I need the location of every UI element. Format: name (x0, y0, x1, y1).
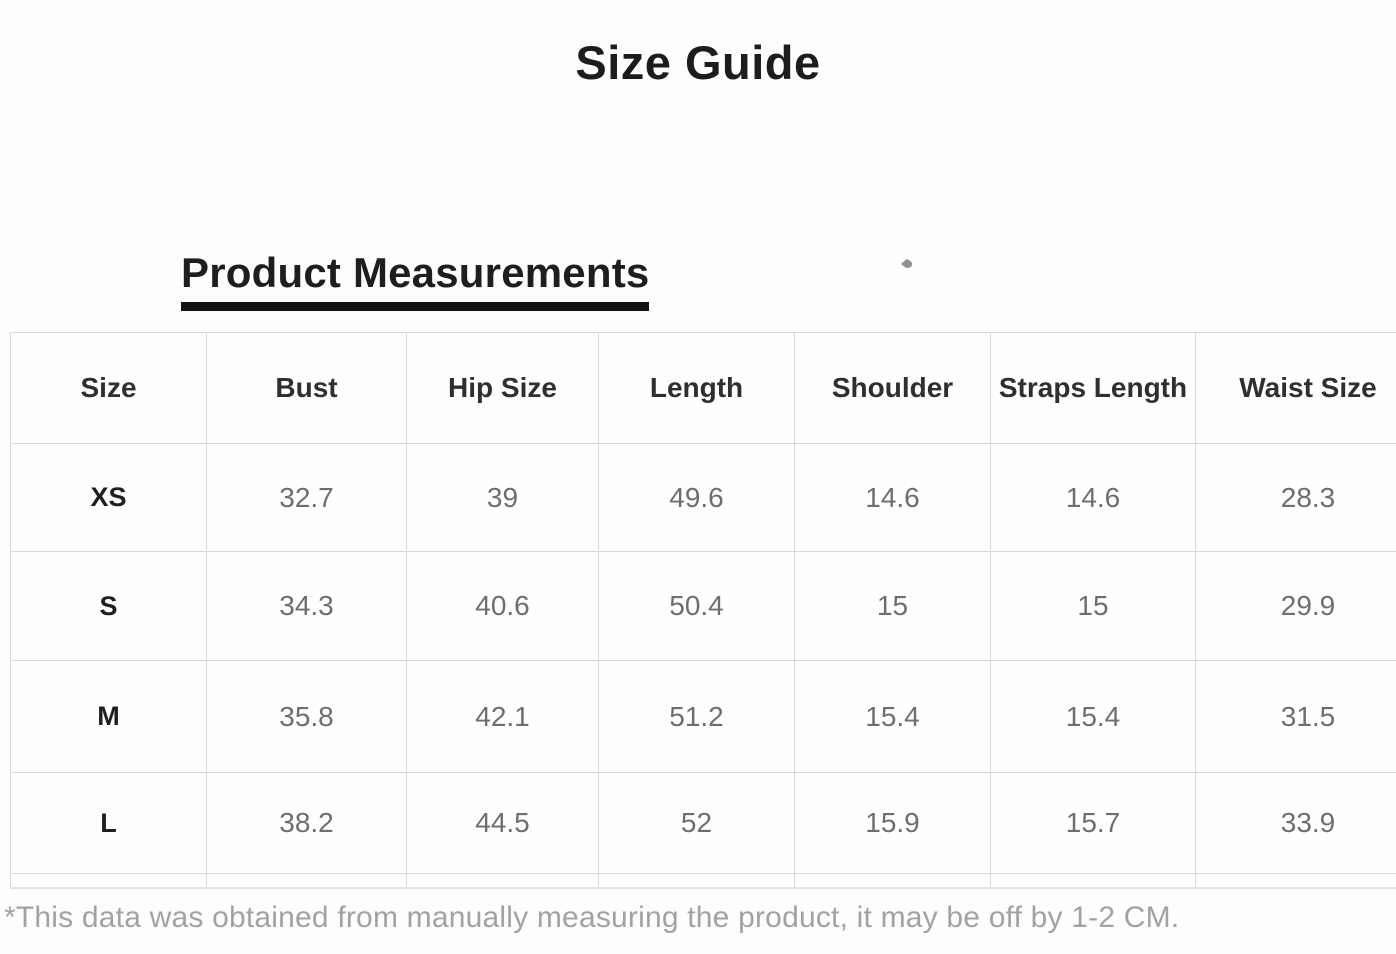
waist-size-value: 29.9 (1195, 551, 1396, 661)
hip-size-value: 42.1 (406, 660, 599, 773)
size-label: L (10, 772, 207, 874)
table-row-partial-cutoff (10, 873, 1396, 889)
straps-length-value: 15.7 (990, 772, 1196, 874)
table-row-xs: XS 32.7 39 49.6 14.6 14.6 28.3 (10, 443, 1396, 552)
table-row-m: M 35.8 42.1 51.2 15.4 15.4 31.5 (10, 660, 1396, 773)
column-header-straps-length: Straps Length (990, 332, 1196, 444)
shoulder-value: 14.6 (794, 443, 991, 552)
bust-value: 34.3 (206, 551, 407, 661)
length-value: 50.4 (598, 551, 795, 661)
waist-size-value: 31.5 (1195, 660, 1396, 773)
table-header-row: Size Bust Hip Size Length Shoulder Strap… (10, 332, 1396, 444)
column-header-bust: Bust (206, 332, 407, 444)
bust-value: 35.8 (206, 660, 407, 773)
column-header-waist-size: Waist Size (1195, 332, 1396, 444)
section-heading-product-measurements: Product Measurements (181, 249, 650, 311)
table-row-l: L 38.2 44.5 52 15.9 15.7 33.9 (10, 772, 1396, 874)
column-header-hip-size: Hip Size (406, 332, 599, 444)
page-title: Size Guide (575, 36, 821, 90)
length-value: 49.6 (598, 443, 795, 552)
size-label: M (10, 660, 207, 773)
hip-size-value: 40.6 (406, 551, 599, 661)
length-value: 51.2 (598, 660, 795, 773)
column-header-shoulder: Shoulder (794, 332, 991, 444)
straps-length-value: 14.6 (990, 443, 1196, 552)
hip-size-value: 39 (406, 443, 599, 552)
bust-value: 32.7 (206, 443, 407, 552)
length-value: 52 (598, 772, 795, 874)
column-header-size: Size (10, 332, 207, 444)
waist-size-value: 28.3 (1195, 443, 1396, 552)
shoulder-value: 15.4 (794, 660, 991, 773)
size-measurements-table: Size Bust Hip Size Length Shoulder Strap… (10, 332, 1396, 889)
bust-value: 38.2 (206, 772, 407, 874)
table-row-s: S 34.3 40.6 50.4 15 15 29.9 (10, 551, 1396, 661)
measurement-disclaimer: *This data was obtained from manually me… (4, 901, 1180, 934)
hip-size-value: 44.5 (406, 772, 599, 874)
shoulder-value: 15 (794, 551, 991, 661)
stray-mark-artifact (900, 258, 915, 270)
column-header-length: Length (598, 332, 795, 444)
waist-size-value: 33.9 (1195, 772, 1396, 874)
shoulder-value: 15.9 (794, 772, 991, 874)
straps-length-value: 15 (990, 551, 1196, 661)
size-label: S (10, 551, 207, 661)
size-label: XS (10, 443, 207, 552)
straps-length-value: 15.4 (990, 660, 1196, 773)
